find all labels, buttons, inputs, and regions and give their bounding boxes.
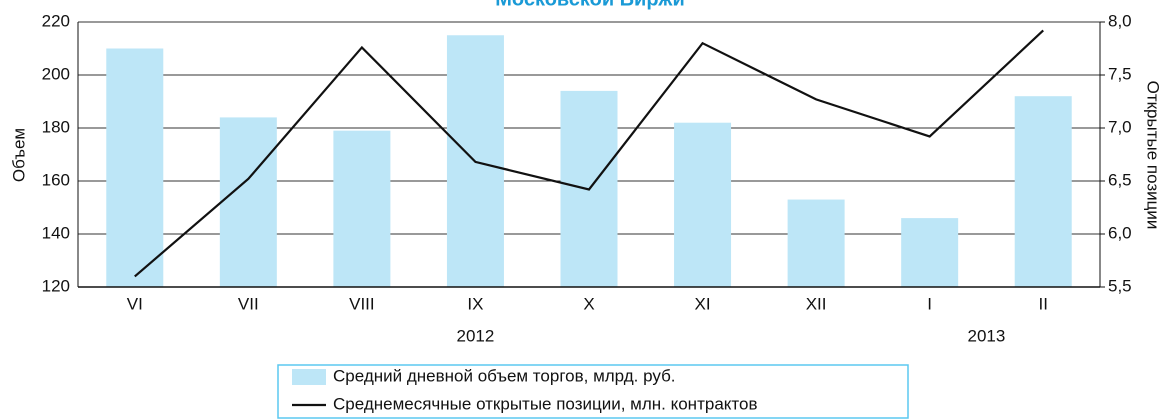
x-tick-label: XII bbox=[806, 294, 827, 313]
line bbox=[134, 29, 1044, 278]
x-tick-label: II bbox=[1038, 294, 1047, 313]
y2-tick-label: 5,5 bbox=[1108, 276, 1132, 295]
y-tick-label: 140 bbox=[42, 223, 70, 242]
y2-tick-label: 6,5 bbox=[1108, 170, 1132, 189]
y-axis-label: Объем bbox=[9, 128, 28, 182]
chart-title: Московской Биржи bbox=[495, 0, 685, 10]
bar bbox=[106, 48, 164, 287]
bar bbox=[787, 199, 845, 287]
bar bbox=[901, 218, 959, 287]
legend-box bbox=[277, 364, 909, 419]
x-tick-label: I bbox=[927, 294, 932, 313]
y2-tick-label: 7,0 bbox=[1108, 117, 1132, 136]
y-tick-label: 200 bbox=[42, 64, 70, 83]
x-tick-label: VIII bbox=[349, 294, 375, 313]
y2-tick-label: 7,5 bbox=[1108, 64, 1132, 83]
y2-axis-label: Открытые позиции bbox=[1144, 81, 1163, 230]
bar bbox=[219, 117, 277, 288]
y-tick-label: 160 bbox=[42, 170, 70, 189]
y2-tick-label: 6,0 bbox=[1108, 223, 1132, 242]
x-tick-label: VI bbox=[127, 294, 143, 313]
group-label: 2013 bbox=[968, 326, 1006, 345]
bar bbox=[333, 130, 391, 287]
y-tick-label: 120 bbox=[42, 276, 70, 295]
x-tick-label: X bbox=[583, 294, 594, 313]
group-label: 2012 bbox=[457, 326, 495, 345]
legend-label: Среднемесячные открытые позиции, млн. ко… bbox=[333, 394, 757, 413]
y-tick-label: 220 bbox=[42, 11, 70, 30]
y-tick-label: 180 bbox=[42, 117, 70, 136]
x-tick-label: VII bbox=[238, 294, 259, 313]
y2-tick-label: 8,0 bbox=[1108, 11, 1132, 30]
x-tick-label: IX bbox=[467, 294, 483, 313]
x-tick-label: XI bbox=[695, 294, 711, 313]
bar bbox=[1014, 96, 1072, 287]
legend-swatch bbox=[292, 369, 326, 385]
bar bbox=[674, 122, 732, 287]
legend-label: Средний дневной объем торгов, млрд. руб. bbox=[333, 366, 676, 385]
